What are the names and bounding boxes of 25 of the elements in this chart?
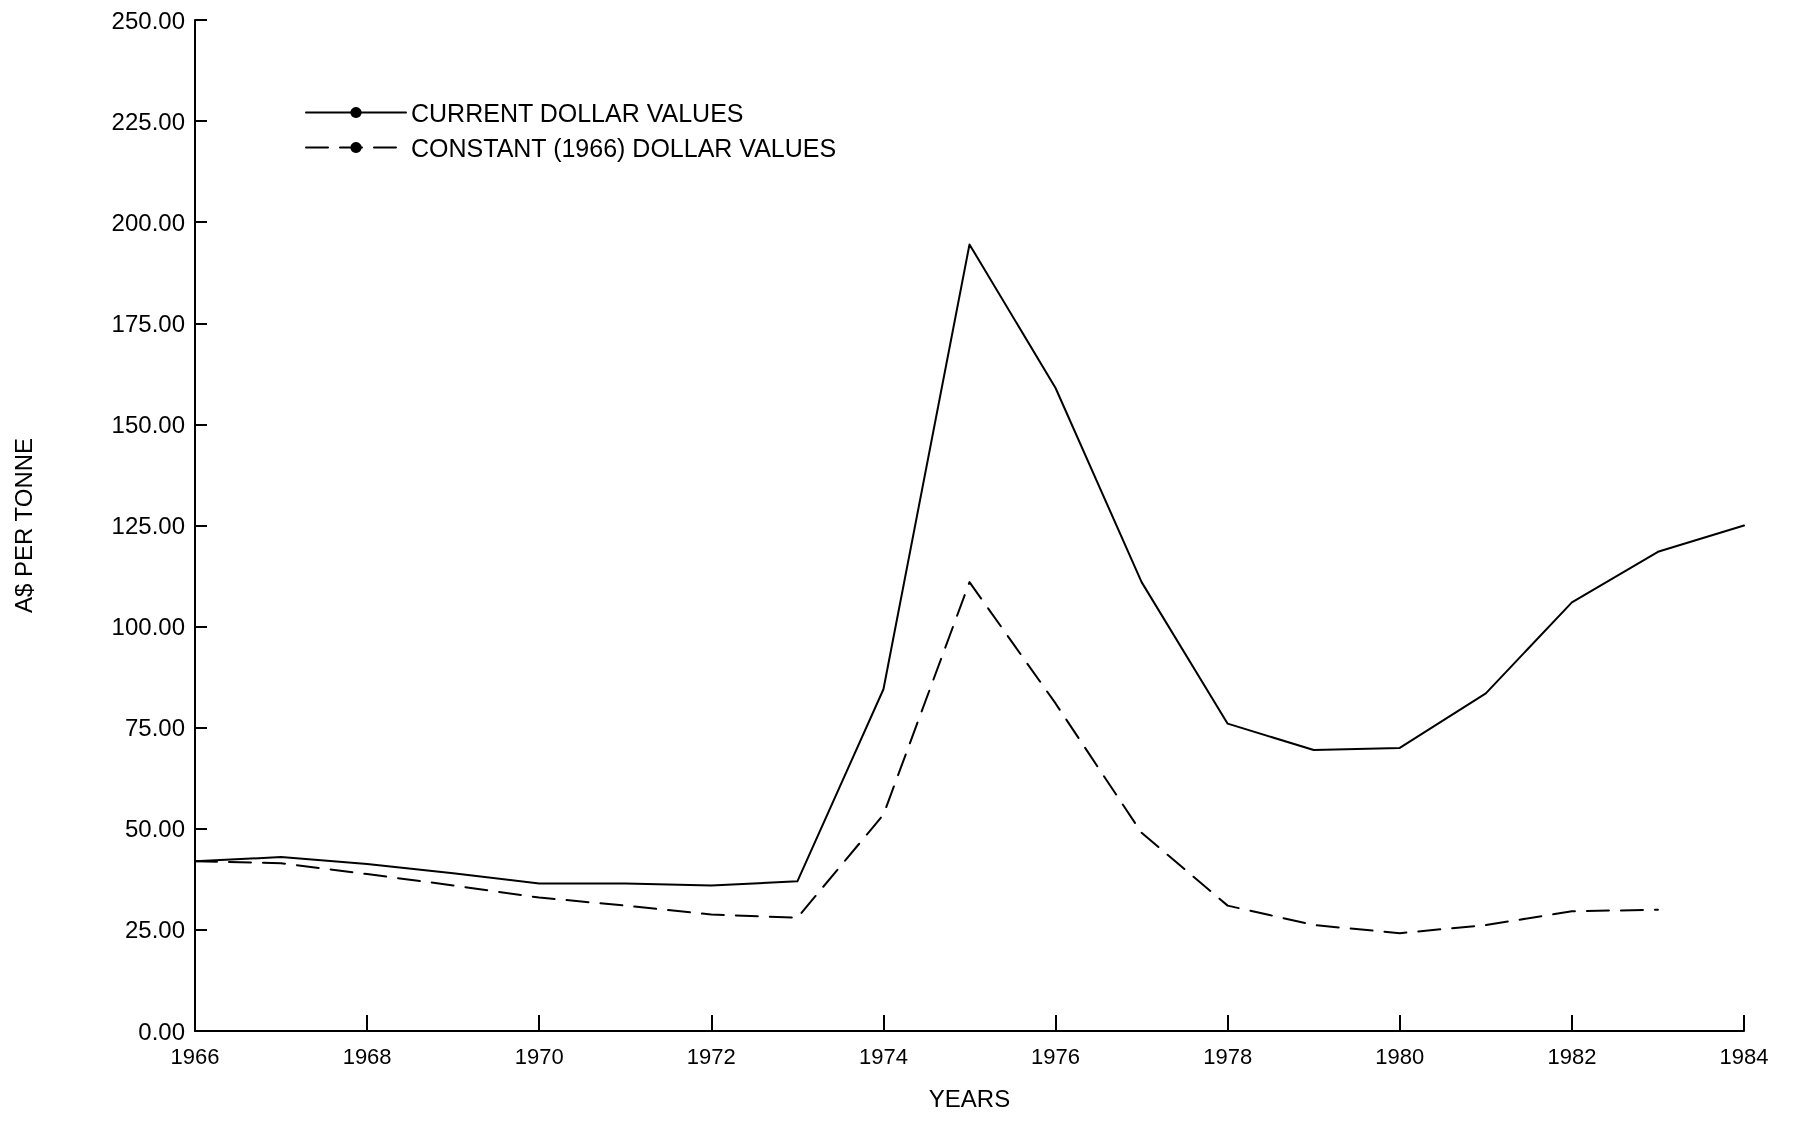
y-tick-label: 175.00: [111, 309, 185, 337]
legend-label: CURRENT DOLLAR VALUES: [411, 98, 744, 127]
y-tick-label: 225.00: [111, 107, 185, 135]
y-tick-label: 150.00: [111, 410, 185, 438]
x-axis-title: YEARS: [928, 1084, 1011, 1112]
y-tick-label: 50.00: [124, 815, 185, 843]
legend-label: CONSTANT (1966) DOLLAR VALUES: [411, 133, 837, 162]
x-tick-label: 1970: [514, 1043, 564, 1069]
x-tick-label: 1978: [1203, 1043, 1253, 1069]
x-tick-label: 1984: [1719, 1043, 1769, 1069]
x-tick-label: 1976: [1031, 1043, 1081, 1069]
x-tick-label: 1974: [858, 1043, 908, 1069]
y-tick-label: 25.00: [124, 916, 185, 944]
y-tick-label: 100.00: [111, 613, 185, 641]
y-tick-label: 200.00: [111, 208, 185, 236]
x-tick-label: 1982: [1547, 1043, 1597, 1069]
x-tick-label: 1972: [686, 1043, 736, 1069]
y-tick-label: 75.00: [124, 714, 185, 742]
x-tick-label: 1980: [1375, 1043, 1425, 1069]
y-tick-label: 0.00: [138, 1017, 185, 1045]
x-tick-label: 1968: [342, 1043, 392, 1069]
y-axis-title: A$ PER TONNE: [9, 437, 37, 614]
y-tick-label: 250.00: [111, 6, 185, 34]
y-tick-label: 125.00: [111, 512, 185, 539]
x-tick-label: 1966: [170, 1043, 220, 1069]
